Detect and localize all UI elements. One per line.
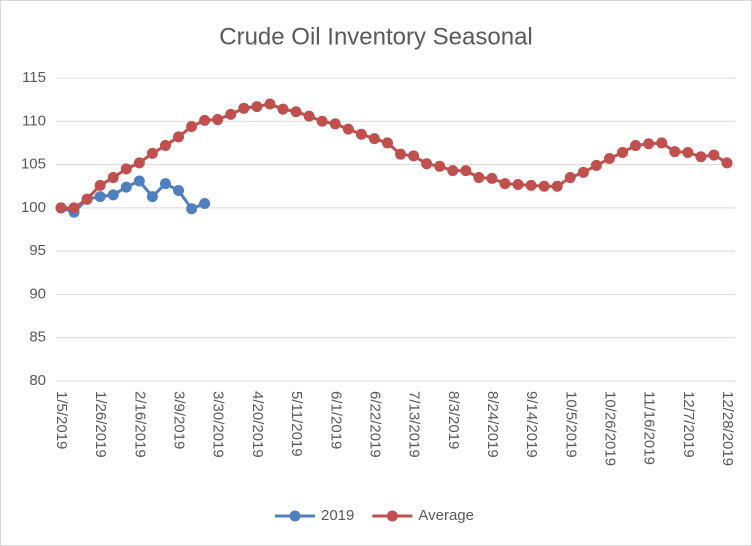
x-tick-label: 11/16/2019 xyxy=(641,391,658,465)
x-tick-label: 3/30/2019 xyxy=(210,391,227,458)
marker xyxy=(107,189,119,201)
marker xyxy=(551,180,563,192)
marker xyxy=(656,137,668,149)
marker xyxy=(316,115,328,127)
marker xyxy=(120,181,132,193)
y-tick-label: 115 xyxy=(22,69,46,86)
y-tick-label: 80 xyxy=(29,372,46,389)
x-tick-label: 10/5/2019 xyxy=(562,391,579,458)
marker xyxy=(329,118,341,130)
marker xyxy=(225,108,237,120)
x-tick-label: 1/26/2019 xyxy=(92,391,109,458)
marker xyxy=(199,198,211,210)
marker xyxy=(695,151,707,163)
marker xyxy=(133,175,145,187)
marker xyxy=(251,101,263,113)
marker xyxy=(486,172,498,184)
legend-marker xyxy=(289,510,301,522)
x-tick-label: 7/13/2019 xyxy=(406,391,423,458)
marker xyxy=(199,114,211,126)
marker xyxy=(146,191,158,203)
legend-marker xyxy=(386,510,398,522)
marker xyxy=(395,148,407,160)
marker xyxy=(212,114,224,126)
marker xyxy=(525,179,537,191)
marker xyxy=(290,106,302,118)
y-tick-label: 105 xyxy=(21,156,46,173)
marker xyxy=(381,137,393,149)
y-tick-label: 95 xyxy=(29,242,46,259)
marker xyxy=(94,179,106,191)
x-tick-label: 9/14/2019 xyxy=(523,391,540,458)
marker xyxy=(421,158,433,170)
marker xyxy=(342,123,354,135)
x-tick-label: 12/28/2019 xyxy=(719,391,736,466)
legend-label: Average xyxy=(418,507,474,524)
marker xyxy=(708,149,720,161)
marker xyxy=(186,120,198,132)
marker xyxy=(133,157,145,169)
x-tick-label: 5/11/2019 xyxy=(288,391,305,457)
marker xyxy=(120,163,132,175)
marker xyxy=(94,191,106,203)
x-tick-label: 4/20/2019 xyxy=(249,391,266,458)
marker xyxy=(81,193,93,205)
y-tick-label: 110 xyxy=(22,112,46,129)
y-tick-label: 85 xyxy=(29,329,46,346)
marker xyxy=(643,138,655,150)
x-tick-label: 2/16/2019 xyxy=(131,391,148,458)
marker xyxy=(186,203,198,215)
marker xyxy=(173,131,185,143)
marker xyxy=(159,140,171,152)
x-tick-label: 1/5/2019 xyxy=(53,391,70,449)
marker xyxy=(617,146,629,158)
legend-label: 2019 xyxy=(321,507,354,524)
marker xyxy=(368,133,380,145)
marker xyxy=(499,178,511,190)
marker xyxy=(55,202,67,214)
marker xyxy=(721,157,733,169)
marker xyxy=(473,172,485,184)
marker xyxy=(577,166,589,178)
x-tick-label: 12/7/2019 xyxy=(680,391,697,458)
x-tick-label: 8/3/2019 xyxy=(445,391,462,449)
marker xyxy=(264,98,276,110)
marker xyxy=(408,150,420,162)
marker xyxy=(682,146,694,158)
y-tick-label: 90 xyxy=(29,285,46,302)
marker xyxy=(107,172,119,184)
x-tick-label: 10/26/2019 xyxy=(602,391,619,466)
x-tick-label: 6/1/2019 xyxy=(327,391,344,449)
marker xyxy=(434,160,446,172)
marker xyxy=(173,185,185,197)
marker xyxy=(68,202,80,214)
x-tick-label: 8/24/2019 xyxy=(484,391,501,458)
marker xyxy=(512,178,524,190)
marker xyxy=(603,153,615,165)
marker xyxy=(447,165,459,177)
marker xyxy=(630,140,642,152)
y-tick-label: 100 xyxy=(21,199,46,216)
marker xyxy=(590,159,602,171)
marker xyxy=(460,165,472,177)
series-line xyxy=(61,102,728,210)
marker xyxy=(355,128,367,140)
chart-title: Crude Oil Inventory Seasonal xyxy=(219,23,533,50)
x-tick-label: 3/9/2019 xyxy=(171,391,188,449)
marker xyxy=(277,103,289,115)
marker xyxy=(564,172,576,184)
marker xyxy=(669,146,681,158)
marker xyxy=(238,102,250,114)
marker xyxy=(146,147,158,159)
marker xyxy=(538,180,550,192)
marker xyxy=(159,178,171,190)
x-tick-label: 6/22/2019 xyxy=(366,391,383,458)
marker xyxy=(303,110,315,122)
